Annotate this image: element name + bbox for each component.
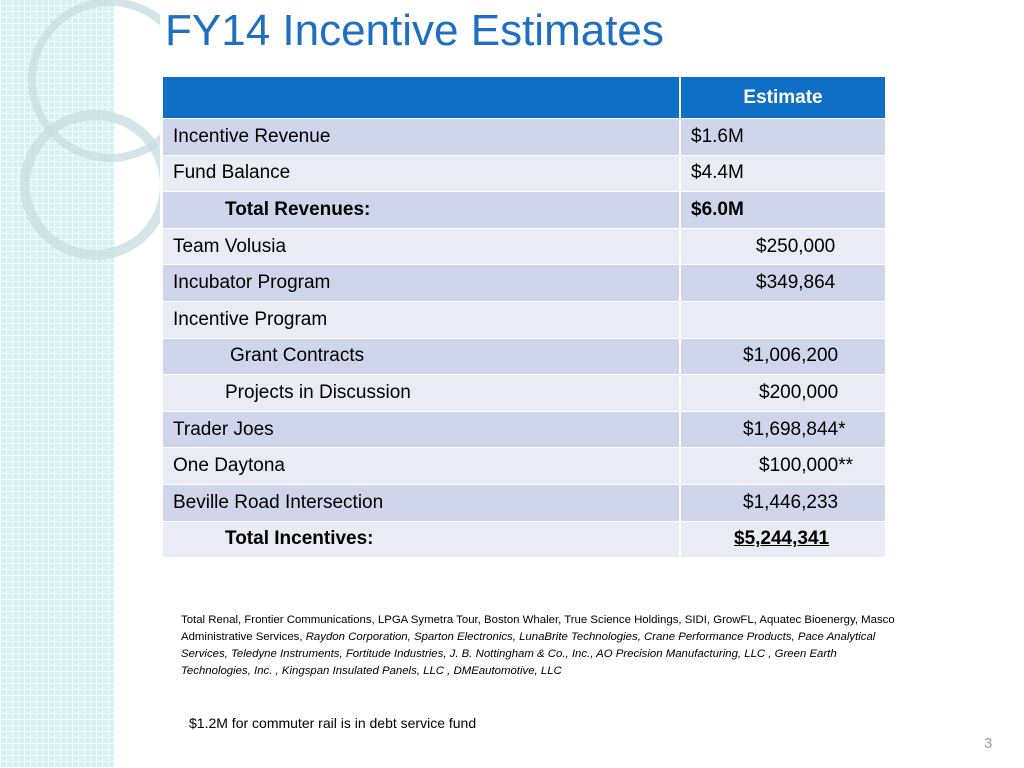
row-value: $6.0M: [680, 191, 887, 229]
row-value: $250,000: [680, 227, 887, 266]
row-value: $200,000: [680, 374, 887, 412]
row-label: Team Volusia: [163, 227, 681, 266]
row-label: Total Incentives:: [163, 520, 681, 559]
row-label: Total Revenues:: [163, 191, 681, 229]
row-value: $349,864: [680, 264, 887, 302]
row-value: $1,446,233: [680, 483, 887, 522]
table-row: One Daytona $100,000**: [163, 447, 887, 485]
table-row: Grant Contracts $1,006,200: [163, 337, 887, 376]
row-label: Beville Road Intersection: [163, 483, 681, 522]
table-row: Beville Road Intersection $1,446,233: [163, 483, 887, 522]
row-value: $4.4M: [680, 154, 887, 193]
header-row: Estimate: [163, 77, 887, 119]
note: $1.2M for commuter rail is in debt servi…: [189, 715, 477, 731]
table-row: Incubator Program $349,864: [163, 264, 887, 302]
row-value: $1,006,200: [680, 337, 887, 376]
page-number: 3: [984, 735, 993, 752]
row-value: $1,698,844*: [680, 410, 887, 449]
footnote-plain: Total Renal, Frontier Communications, LP…: [181, 614, 895, 643]
row-value: $5,244,341: [680, 520, 887, 559]
header-cell: Estimate: [680, 77, 887, 119]
table-row: Fund Balance $4.4M: [163, 154, 887, 193]
footnote-italic: Raydon Corporation, Sparton Electronics,…: [181, 631, 876, 677]
table-row: Incentive Revenue $1.6M: [163, 118, 887, 156]
decor-circles: [20, 0, 160, 260]
row-value: $1.6M: [680, 118, 887, 156]
row-value: [680, 300, 887, 339]
header-cell: [163, 77, 681, 119]
table-row: Incentive Program: [163, 300, 887, 339]
row-label: Projects in Discussion: [163, 374, 681, 412]
estimates-table: Estimate Incentive Revenue $1.6M Fund Bal…: [163, 77, 887, 559]
table-row: Total Revenues: $6.0M: [163, 191, 887, 229]
footnote: Total Renal, Frontier Communications, LP…: [181, 612, 901, 680]
table-row: Team Volusia $250,000: [163, 227, 887, 266]
title: FY14 Incentive Estimates: [165, 6, 664, 55]
row-label: Grant Contracts: [163, 337, 681, 376]
row-label: Fund Balance: [163, 154, 681, 193]
row-label: Incentive Program: [163, 300, 681, 339]
table-row: Trader Joes $1,698,844*: [163, 410, 887, 449]
row-label: Incentive Revenue: [163, 118, 681, 156]
row-label: Trader Joes: [163, 410, 681, 449]
row-value: $100,000**: [680, 447, 887, 485]
row-label: One Daytona: [163, 447, 681, 485]
row-label: Incubator Program: [163, 264, 681, 302]
table-row: Projects in Discussion $200,000: [163, 374, 887, 412]
table-row: Total Incentives: $5,244,341: [163, 520, 887, 559]
